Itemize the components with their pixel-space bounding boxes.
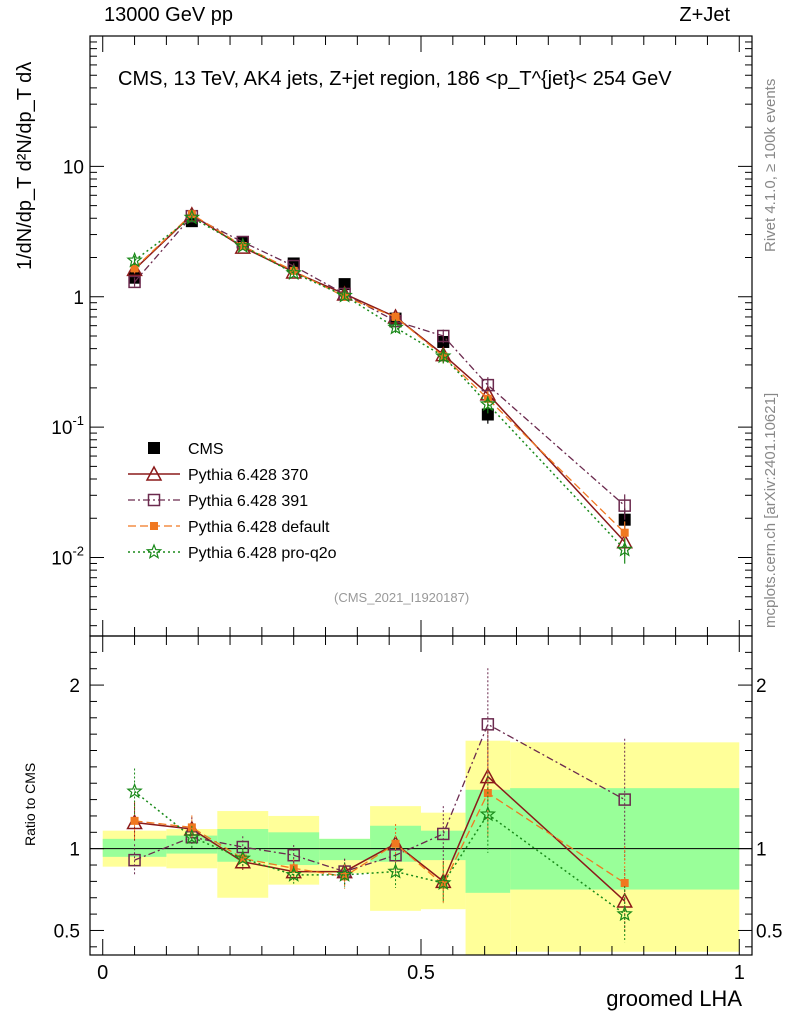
data-point [234, 237, 252, 254]
x-tick-label: 1 [734, 962, 745, 984]
data-point [481, 378, 495, 392]
stat-uncertainty-band [102, 838, 167, 857]
header-energy-label: 13000 GeV pp [104, 4, 233, 26]
legend-marker [147, 493, 161, 507]
ratio-point [481, 718, 495, 731]
series-line [134, 213, 626, 534]
x-axis-label: groomed LHA [606, 986, 742, 1011]
legend-marker [150, 522, 158, 530]
data-point [618, 499, 631, 512]
legend-label: Pythia 6.428 370 [188, 467, 308, 484]
rivet-version-note: Rivet 4.1.0, ≥ 100k events [762, 78, 779, 252]
ratio-y-tick-label-right: 0.5 [756, 921, 782, 942]
x-tick-label: 0 [97, 962, 108, 984]
ratio-y-axis-label: Ratio to CMS [22, 762, 38, 846]
analysis-id-label: (CMS_2021_I1920187) [334, 590, 470, 605]
legend-marker [148, 442, 160, 454]
ratio-point [285, 866, 302, 882]
stat-uncertainty-band [319, 838, 371, 861]
x-tick-label: 0.5 [407, 962, 435, 984]
ratio-point [437, 827, 450, 841]
legend-label: Pythia 6.428 pro-q2o [188, 545, 337, 562]
ratio-point [340, 872, 349, 881]
y-tick-label: 10-1 [51, 413, 84, 439]
data-point [130, 264, 139, 273]
ratio-point [183, 828, 201, 845]
ratio-point [336, 866, 353, 882]
legend-marker [145, 465, 163, 481]
legend-label: Pythia 6.428 default [188, 519, 330, 536]
y-axis-label: 1/dN/dp_T d²N/dp_T dλ [14, 61, 36, 270]
ratio-point [126, 782, 143, 799]
ratio-y-tick-label: 2 [69, 676, 80, 697]
ratio-point [434, 874, 452, 891]
data-point [338, 278, 351, 291]
ratio-series-line [134, 723, 626, 873]
ratio-point [234, 849, 252, 866]
ratio-y-tick-label-right: 1 [756, 840, 767, 861]
ratio-series-line [134, 790, 626, 915]
data-point [128, 275, 141, 289]
data-point [126, 251, 143, 268]
data-point [434, 347, 452, 364]
header-process-label: Z+Jet [679, 4, 730, 26]
y-tick-exponent: -2 [72, 544, 84, 559]
ratio-point [479, 805, 497, 822]
data-point [336, 286, 353, 303]
data-point [479, 395, 497, 412]
y-tick-label: 1 [73, 288, 84, 309]
data-point [620, 528, 629, 537]
legend-label: CMS [188, 441, 224, 458]
ratio-point [620, 879, 629, 888]
data-point [183, 208, 201, 225]
ratio-point [387, 862, 404, 879]
ratio-y-tick-label-right: 2 [756, 676, 767, 697]
ratio-point [130, 816, 139, 825]
data-point [285, 264, 302, 281]
data-point [616, 540, 633, 557]
ratio-point [616, 905, 633, 922]
data-point [391, 312, 400, 321]
legend-label: Pythia 6.428 391 [188, 493, 308, 510]
data-point [481, 408, 494, 421]
ratio-y-tick-label: 0.5 [54, 921, 80, 942]
legend-marker [145, 543, 163, 560]
ratio-y-tick-label: 1 [69, 840, 80, 861]
data-point [387, 318, 404, 335]
ratio-point [618, 793, 631, 806]
y-tick-label: 10 [63, 157, 84, 178]
data-point [437, 329, 450, 343]
plot-title-text: CMS, 13 TeV, AK4 jets, Z+jet region, 186… [118, 68, 672, 90]
plot-title: CMS, 13 TeV, AK4 jets, Z+jet region, 186… [118, 68, 672, 91]
data-point [187, 210, 196, 219]
series-line [134, 216, 626, 551]
y-tick-label: 10-2 [51, 544, 84, 570]
ratio-point [128, 853, 141, 867]
ratio-point [391, 839, 400, 848]
y-tick-exponent: -1 [72, 413, 84, 428]
mcplots-source-note: mcplots.cern.ch [arXiv:2401.10621] [762, 392, 779, 628]
